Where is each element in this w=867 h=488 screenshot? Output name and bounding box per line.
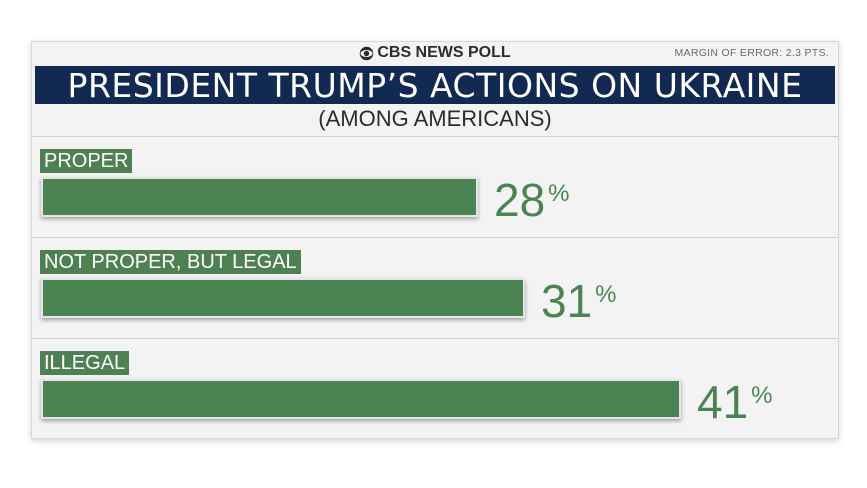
bar <box>41 177 478 217</box>
percent-sign: % <box>751 382 773 409</box>
percent-sign: % <box>548 180 570 207</box>
category-label: PROPER <box>40 149 133 173</box>
margin-of-error: MARGIN OF ERROR: 2.3 PTS. <box>674 47 829 59</box>
title-band: PRESIDENT TRUMP’S ACTIONS ON UKRAINE <box>35 65 835 105</box>
chart-subtitle: (AMONG AMERICANS) <box>318 106 552 131</box>
category-label: NOT PROPER, BUT LEGAL <box>40 250 301 274</box>
header-bar: CBS NEWS POLL MARGIN OF ERROR: 2.3 PTS. <box>32 42 838 66</box>
poll-card: CBS NEWS POLL MARGIN OF ERROR: 2.3 PTS. … <box>31 41 839 439</box>
value-number: 28 <box>494 174 546 226</box>
value-number: 31 <box>541 275 593 327</box>
category-label: ILLEGAL <box>40 351 130 375</box>
row-divider <box>32 338 838 339</box>
brand: CBS NEWS POLL <box>32 44 838 62</box>
cbs-eye-icon <box>360 46 374 60</box>
value-label: 41% <box>697 379 773 425</box>
bar <box>41 379 681 419</box>
row-divider <box>32 237 838 238</box>
value-label: 28% <box>494 177 570 223</box>
percent-sign: % <box>595 281 617 308</box>
value-label: 31% <box>541 278 617 324</box>
value-number: 41 <box>697 376 749 428</box>
row-divider <box>32 136 838 137</box>
chart-title: PRESIDENT TRUMP’S ACTIONS ON UKRAINE <box>67 65 803 105</box>
bar <box>41 278 525 318</box>
brand-text: CBS NEWS POLL <box>377 44 511 61</box>
